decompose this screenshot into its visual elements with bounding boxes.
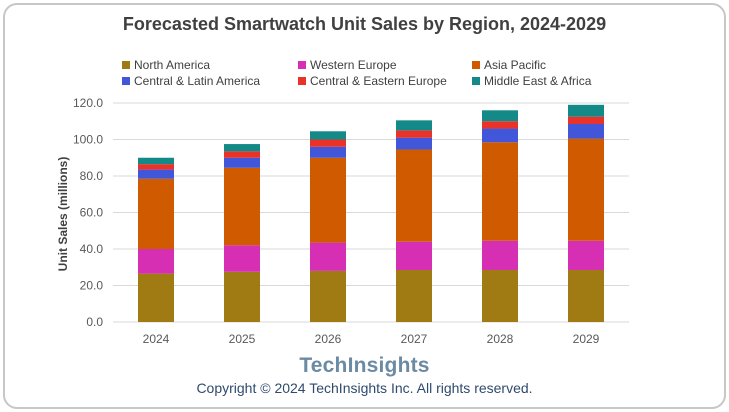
- bar-segment: [568, 269, 604, 322]
- legend-item: Central & Eastern Europe: [298, 74, 447, 88]
- bar-segment: [138, 169, 174, 179]
- legend-label: Central & Latin America: [134, 74, 261, 88]
- bar-segment: [396, 120, 432, 131]
- x-tick-label: 2027: [401, 332, 428, 346]
- legend-item: Western Europe: [298, 58, 397, 72]
- bar-segment: [310, 270, 346, 322]
- bar-segment: [482, 269, 518, 322]
- bar-segment: [396, 149, 432, 242]
- y-tick-label: 40.0: [80, 242, 104, 256]
- bar-segment: [138, 157, 174, 165]
- y-tick-label: 80.0: [80, 169, 104, 183]
- legend-item: Middle East & Africa: [472, 74, 591, 88]
- bar-segment: [310, 139, 346, 147]
- x-tick-label: 2024: [143, 332, 170, 346]
- bar-segment: [482, 121, 518, 129]
- bar-segment: [396, 241, 432, 270]
- bar-segment: [138, 178, 174, 249]
- legend-swatch: [122, 61, 130, 69]
- y-tick-label: 20.0: [80, 279, 104, 293]
- bar-segment: [482, 110, 518, 122]
- bar-segment: [138, 273, 174, 322]
- legend-label: Western Europe: [310, 58, 397, 72]
- bar-segment: [568, 240, 604, 270]
- legend-swatch: [122, 77, 130, 85]
- bar-segment: [396, 137, 432, 150]
- legend-item: Central & Latin America: [122, 74, 260, 88]
- legend-swatch: [472, 77, 480, 85]
- y-tick-label: 60.0: [80, 206, 104, 220]
- bar-segment: [568, 138, 604, 241]
- legend-item: North America: [122, 58, 210, 72]
- bar-segment: [482, 240, 518, 270]
- bar-segment: [482, 142, 518, 241]
- bar-segment: [568, 123, 604, 139]
- legend-label: Central & Eastern Europe: [310, 74, 447, 88]
- y-tick-label: 100.0: [73, 133, 103, 147]
- chart-frame: [3, 3, 726, 409]
- bar-segment: [224, 167, 260, 246]
- copyright-notice: Copyright © 2024 TechInsights Inc. All r…: [196, 380, 533, 396]
- bar-segment: [138, 249, 174, 274]
- legend-swatch: [298, 77, 306, 85]
- bar-segment: [482, 128, 518, 143]
- bar-segment: [310, 242, 346, 271]
- legend-label: Asia Pacific: [484, 58, 547, 72]
- x-tick-label: 2028: [487, 332, 514, 346]
- bar-segment: [224, 151, 260, 158]
- bar-segment: [310, 146, 346, 158]
- brand-logo: TechInsights: [299, 354, 430, 377]
- bar-segment: [224, 245, 260, 272]
- bar-segment: [396, 269, 432, 322]
- bar-segment: [224, 157, 260, 168]
- chart-title: Forecasted Smartwatch Unit Sales by Regi…: [122, 14, 607, 34]
- legend-label: Middle East & Africa: [484, 74, 592, 88]
- legend-label: North America: [134, 58, 211, 72]
- x-tick-label: 2025: [229, 332, 256, 346]
- legend-item: Asia Pacific: [472, 58, 546, 72]
- bar-segment: [396, 130, 432, 138]
- x-tick-label: 2026: [315, 332, 342, 346]
- bar-segment: [310, 157, 346, 243]
- bar-segment: [568, 116, 604, 124]
- legend-swatch: [472, 61, 480, 69]
- y-tick-label: 120.0: [73, 96, 103, 110]
- bar-segment: [224, 144, 260, 152]
- bar-segment: [310, 131, 346, 140]
- bar-segment: [224, 271, 260, 322]
- y-tick-label: 0.0: [86, 315, 103, 329]
- legend-swatch: [298, 61, 306, 69]
- bar-segment: [138, 164, 174, 170]
- bar-segment: [568, 104, 604, 117]
- x-tick-label: 2029: [573, 332, 600, 346]
